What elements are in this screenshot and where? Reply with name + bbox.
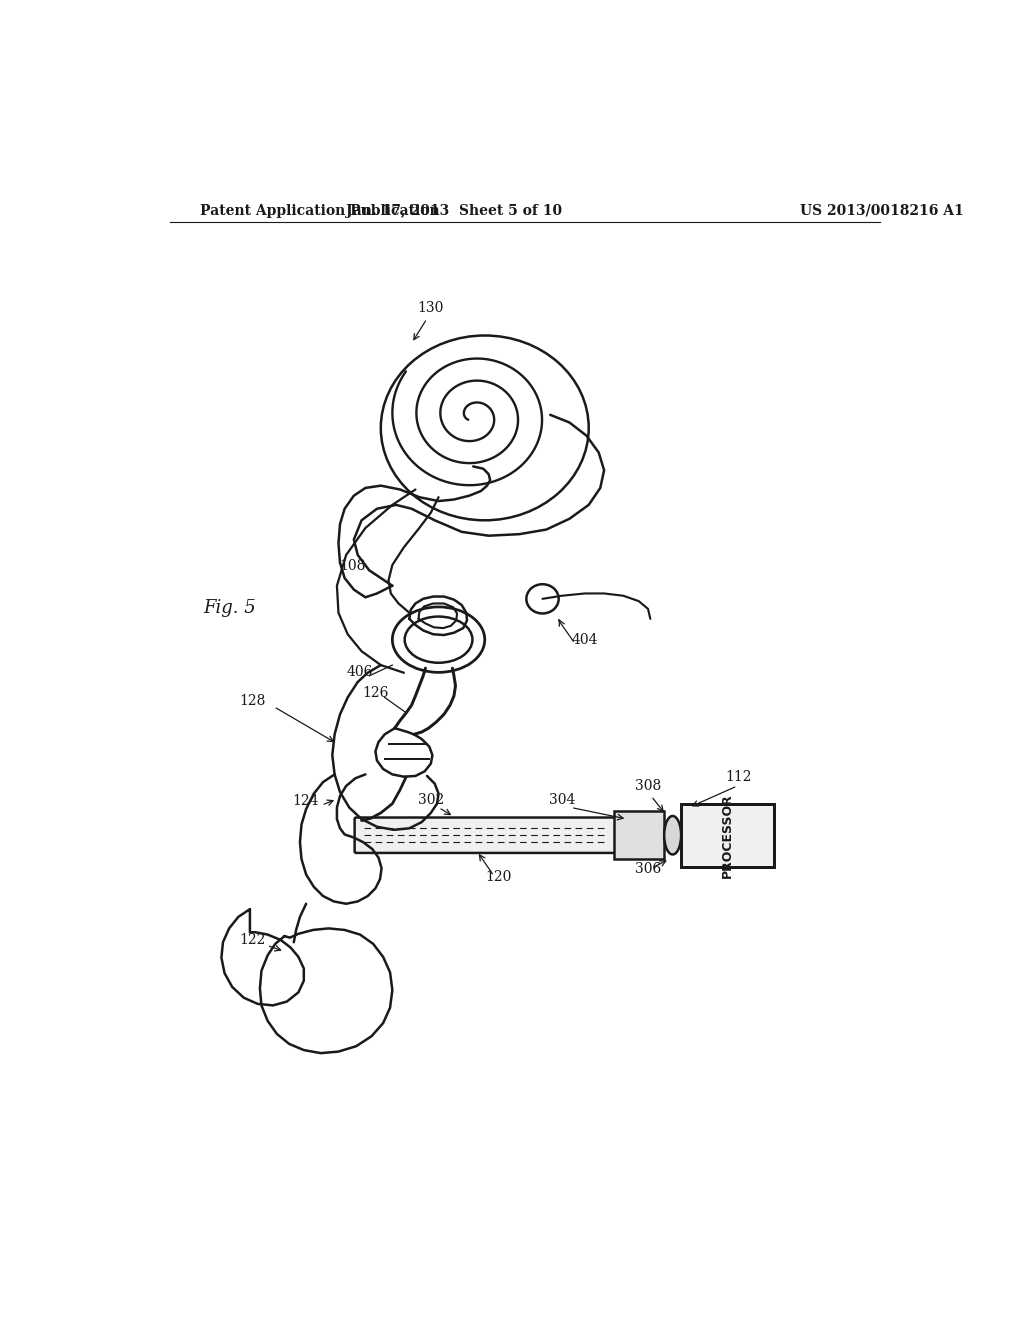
Text: 302: 302 <box>418 792 444 807</box>
Ellipse shape <box>665 816 681 854</box>
Text: Patent Application Publication: Patent Application Publication <box>200 203 439 218</box>
Text: 404: 404 <box>571 632 598 647</box>
Text: Jan. 17, 2013  Sheet 5 of 10: Jan. 17, 2013 Sheet 5 of 10 <box>346 203 562 218</box>
Text: 120: 120 <box>485 870 512 883</box>
Text: 124: 124 <box>293 795 319 808</box>
Text: PROCESSOR: PROCESSOR <box>721 793 734 878</box>
Text: 112: 112 <box>726 770 752 784</box>
Text: 130: 130 <box>418 301 444 315</box>
Text: 308: 308 <box>635 779 662 793</box>
Text: 304: 304 <box>549 792 574 807</box>
Text: 126: 126 <box>362 686 388 701</box>
FancyBboxPatch shape <box>681 804 773 867</box>
Text: 406: 406 <box>347 665 373 678</box>
Text: 108: 108 <box>339 560 366 573</box>
FancyBboxPatch shape <box>354 817 615 853</box>
Text: Fig. 5: Fig. 5 <box>204 599 256 616</box>
Text: US 2013/0018216 A1: US 2013/0018216 A1 <box>801 203 965 218</box>
FancyBboxPatch shape <box>614 812 665 859</box>
Text: 306: 306 <box>635 862 662 876</box>
Text: 122: 122 <box>239 933 265 946</box>
Text: 128: 128 <box>239 694 265 708</box>
